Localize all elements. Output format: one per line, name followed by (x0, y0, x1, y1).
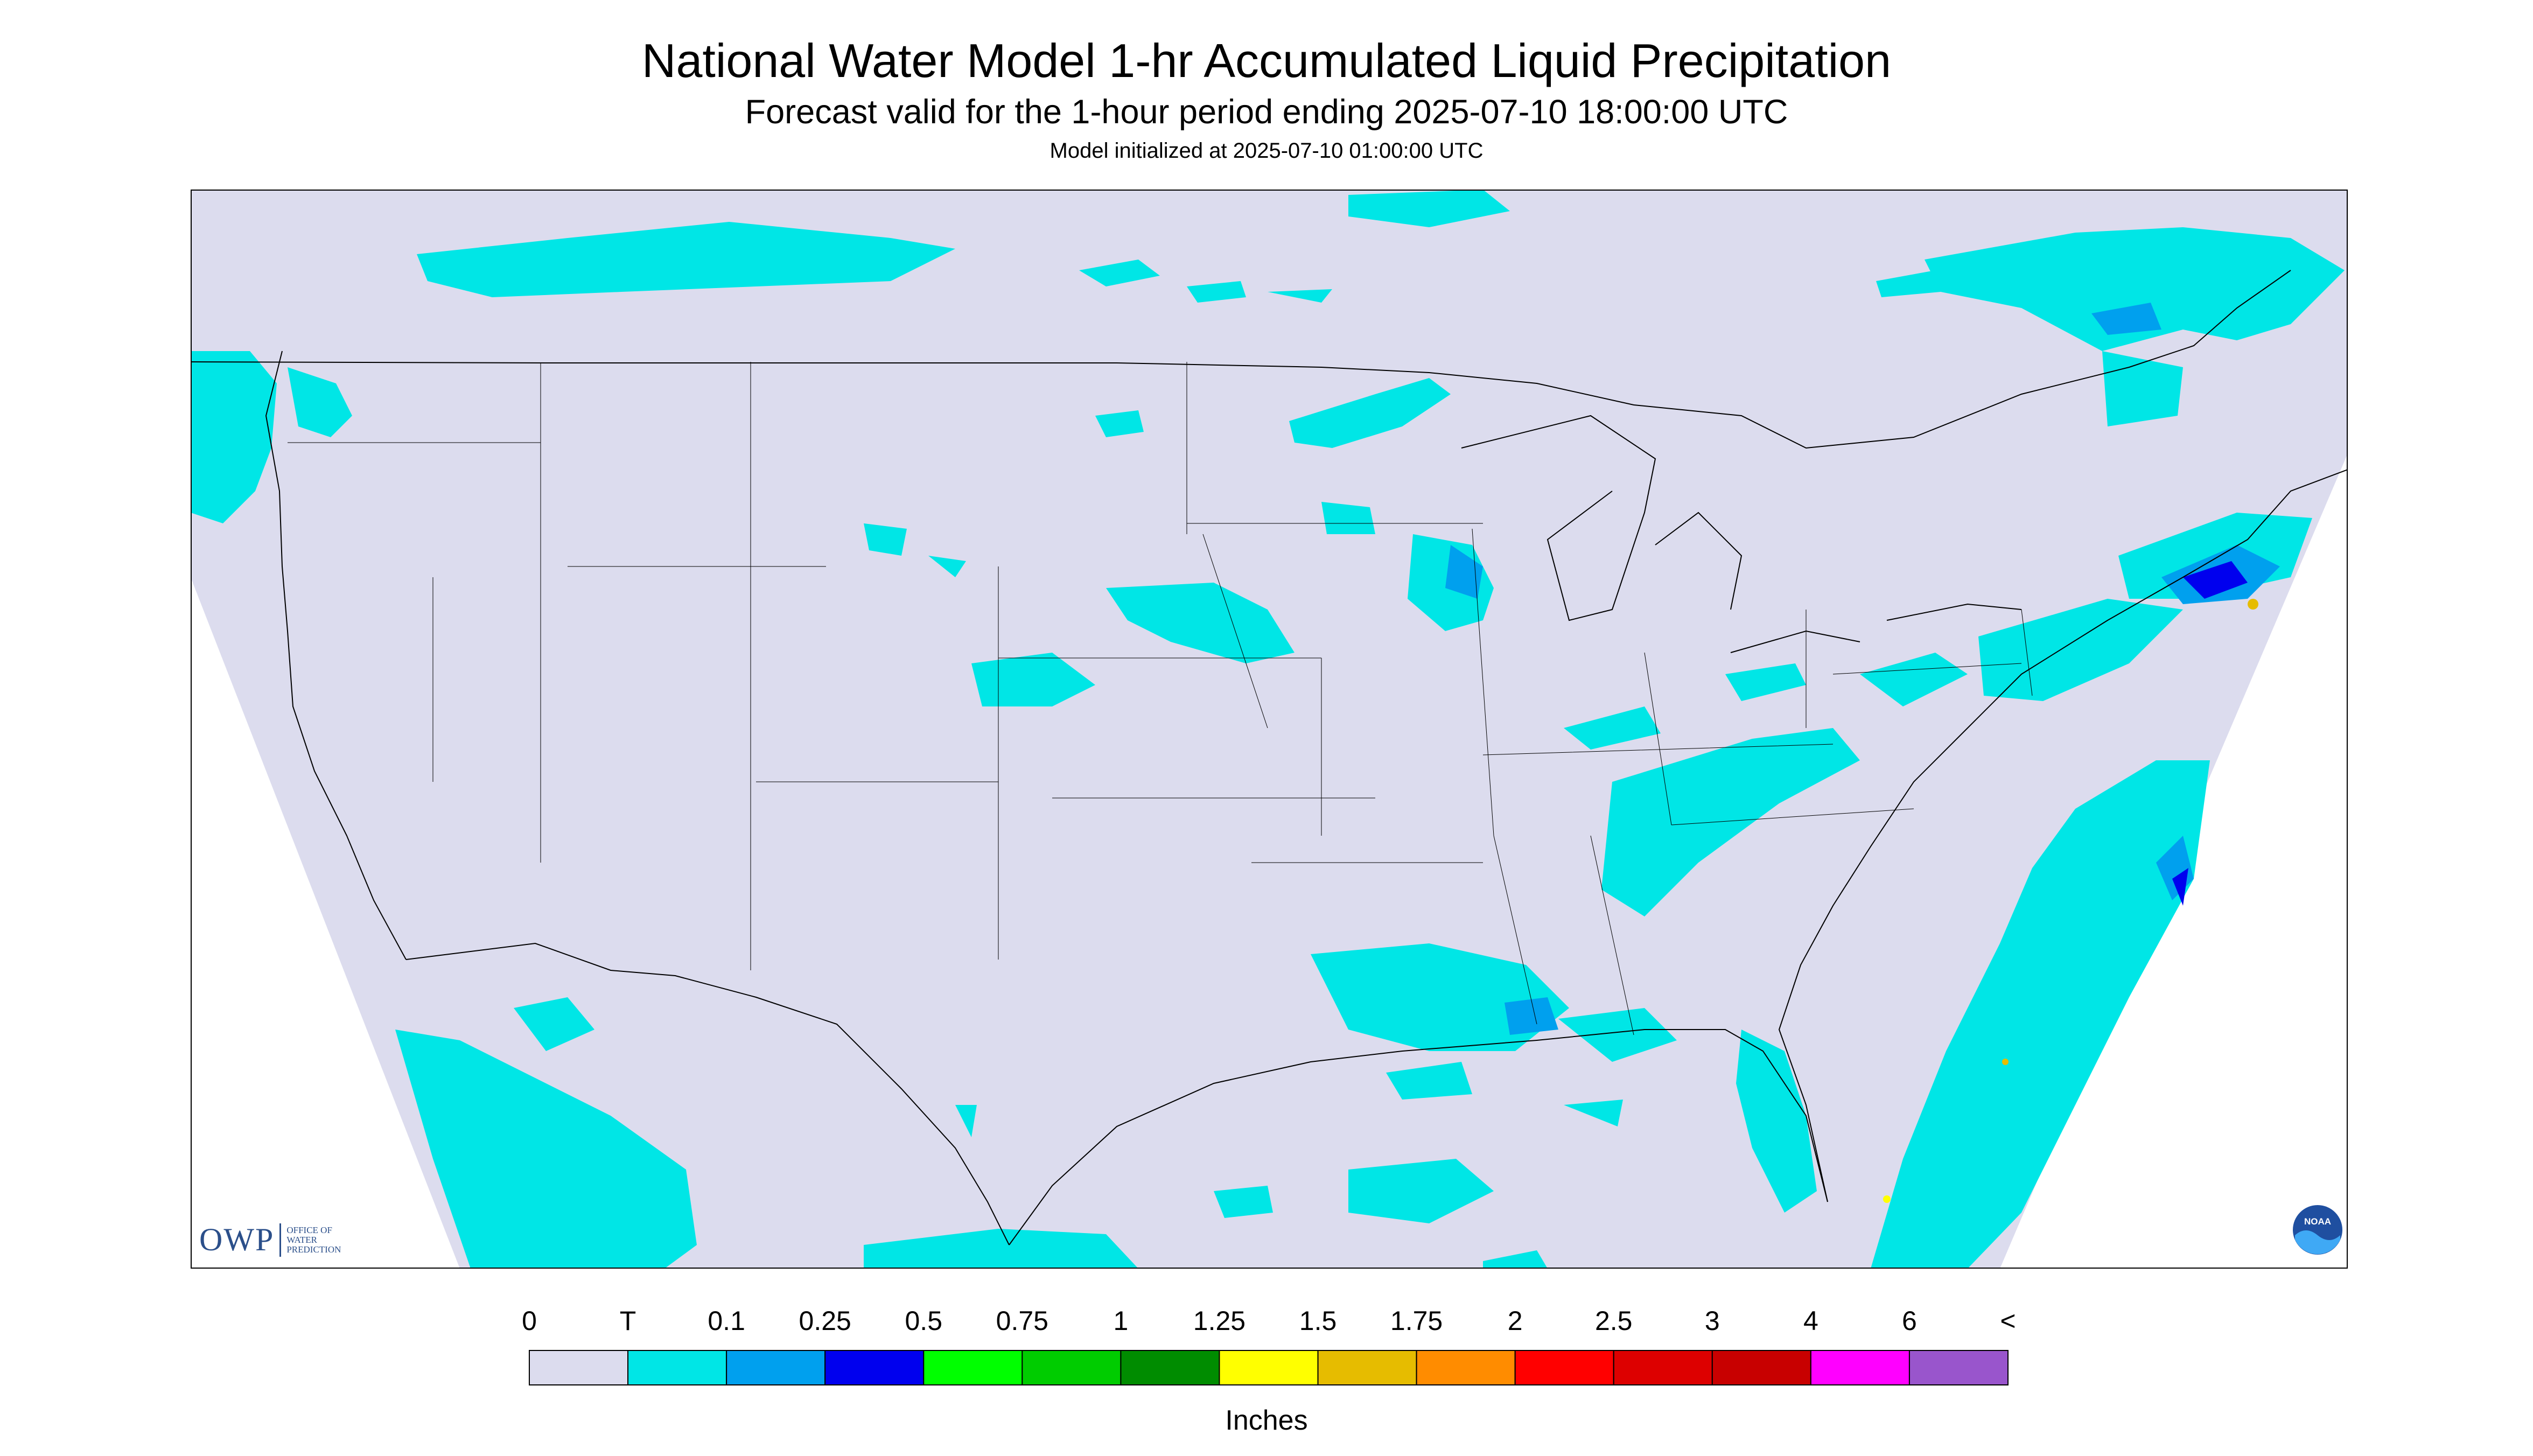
precip-pacific-nw (191, 351, 277, 523)
legend-swatch (1908, 1350, 2009, 1385)
legend-swatch (1120, 1350, 1220, 1385)
owp-logo-text: OFFICE OF WATER PREDICTION (286, 1224, 341, 1255)
legend-swatch (1416, 1350, 1516, 1385)
legend-swatch (1514, 1350, 1614, 1385)
us-canada-border (191, 270, 2291, 449)
legend-label: 0.5 (905, 1306, 943, 1336)
map-frame (191, 190, 2348, 1269)
legend-swatch (824, 1350, 925, 1385)
legend-swatch (1317, 1350, 1417, 1385)
noaa-logo: NOAA (2291, 1203, 2345, 1257)
legend-label: 0.1 (708, 1306, 745, 1336)
legend-label: 6 (1902, 1306, 1917, 1336)
precip-extreme-spots (1883, 599, 2258, 1203)
legend-swatch (529, 1350, 629, 1385)
legend-label: 3 (1705, 1306, 1720, 1336)
legend-label: T (620, 1306, 636, 1336)
west-coast (265, 351, 407, 960)
legend-label: 2.5 (1595, 1306, 1633, 1336)
precip-atlantic-offshore (1871, 760, 2210, 1269)
precip-trace-areas (191, 190, 2345, 1269)
great-lakes (1461, 415, 2022, 653)
legend-label: 0.75 (996, 1306, 1048, 1336)
legend-swatch (923, 1350, 1023, 1385)
legend-label: 0 (522, 1306, 537, 1336)
legend-label: 1.5 (1299, 1306, 1337, 1336)
precip-quebec (1925, 227, 2345, 351)
precipitation-map (191, 190, 2348, 1269)
legend-label: 0.25 (799, 1306, 851, 1336)
owp-logo-mark: OWP (199, 1222, 275, 1257)
gulf-coast (1009, 1029, 1828, 1245)
legend-label: 1.25 (1193, 1306, 1245, 1336)
model-init-time: Model initialized at 2025-07-10 01:00:00… (1049, 139, 1484, 163)
legend-label: 1 (1113, 1306, 1128, 1336)
precip-sw-pacific (395, 1030, 697, 1269)
east-coast (1778, 469, 2348, 1202)
boundary-lines (191, 270, 2348, 1245)
owp-logo-divider (279, 1223, 282, 1257)
precip-florida (1736, 1030, 1817, 1213)
legend-label: 1.75 (1390, 1306, 1443, 1336)
precip-very-heavy-cores (2172, 561, 2248, 906)
legend-label: 4 (1803, 1306, 1818, 1336)
precip-southeast-us (1601, 728, 1860, 916)
owp-logo: OWP OFFICE OF WATER PREDICTION (199, 1221, 362, 1258)
state-lines (288, 362, 2033, 1035)
legend-label: 2 (1508, 1306, 1523, 1336)
us-mexico-border (405, 942, 1010, 1245)
precip-canada-north (417, 222, 955, 297)
legend-swatch (726, 1350, 826, 1385)
outside-domain-left (191, 577, 460, 1269)
legend-swatch (1613, 1350, 1713, 1385)
legend-units: Inches (1225, 1405, 1308, 1436)
precip-lake-superior (1289, 378, 1451, 448)
map-title: National Water Model 1-hr Accumulated Li… (641, 34, 1892, 87)
precip-gulf-coast (1311, 943, 1569, 1051)
legend-swatch (1219, 1350, 1319, 1385)
svg-text:NOAA: NOAA (2304, 1216, 2331, 1227)
legend-label: < (2000, 1306, 2016, 1336)
map-subtitle: Forecast valid for the 1-hour period end… (745, 93, 1788, 131)
legend-swatch (1810, 1350, 1910, 1385)
legend-swatch (1021, 1350, 1122, 1385)
precip-gulf-south (1348, 1159, 1494, 1223)
legend-swatch (627, 1350, 727, 1385)
legend-swatch (1711, 1350, 1811, 1385)
precip-nebraska (1106, 583, 1295, 663)
